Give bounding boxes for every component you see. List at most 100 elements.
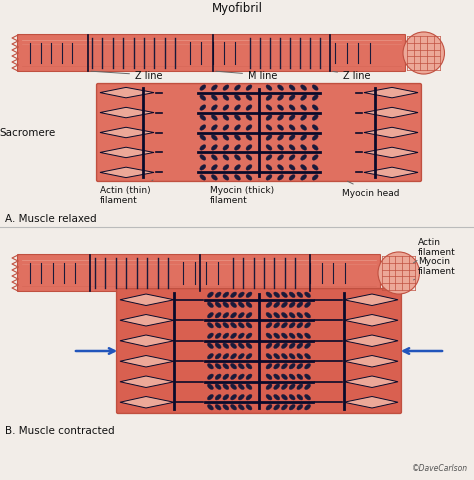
Ellipse shape bbox=[266, 395, 272, 400]
Ellipse shape bbox=[297, 384, 303, 390]
Ellipse shape bbox=[274, 313, 280, 318]
Ellipse shape bbox=[274, 292, 280, 298]
Ellipse shape bbox=[200, 125, 206, 131]
Ellipse shape bbox=[211, 106, 218, 111]
Ellipse shape bbox=[238, 292, 244, 298]
Ellipse shape bbox=[223, 384, 229, 390]
Ellipse shape bbox=[215, 292, 221, 298]
Ellipse shape bbox=[215, 374, 221, 380]
Ellipse shape bbox=[289, 302, 295, 308]
Ellipse shape bbox=[274, 323, 280, 328]
Ellipse shape bbox=[235, 165, 240, 171]
Polygon shape bbox=[100, 148, 154, 158]
Ellipse shape bbox=[301, 85, 307, 91]
Ellipse shape bbox=[246, 175, 252, 181]
Ellipse shape bbox=[215, 302, 221, 308]
Ellipse shape bbox=[215, 384, 221, 390]
Ellipse shape bbox=[266, 292, 272, 298]
Ellipse shape bbox=[297, 395, 303, 400]
Ellipse shape bbox=[246, 85, 252, 91]
Ellipse shape bbox=[289, 96, 295, 101]
Polygon shape bbox=[120, 376, 174, 388]
Ellipse shape bbox=[297, 292, 303, 298]
Ellipse shape bbox=[238, 333, 244, 339]
Ellipse shape bbox=[246, 354, 252, 359]
Circle shape bbox=[403, 33, 445, 75]
Ellipse shape bbox=[282, 384, 287, 390]
Ellipse shape bbox=[289, 85, 295, 91]
Ellipse shape bbox=[246, 165, 252, 171]
Text: ©DaveCarlson: ©DaveCarlson bbox=[412, 463, 468, 472]
Ellipse shape bbox=[289, 106, 295, 111]
Polygon shape bbox=[120, 336, 174, 347]
Ellipse shape bbox=[223, 343, 229, 349]
Ellipse shape bbox=[274, 333, 280, 339]
Ellipse shape bbox=[223, 374, 229, 380]
Ellipse shape bbox=[223, 135, 229, 141]
Ellipse shape bbox=[200, 165, 206, 171]
Ellipse shape bbox=[278, 135, 283, 141]
Ellipse shape bbox=[208, 354, 213, 359]
Circle shape bbox=[378, 252, 419, 294]
Ellipse shape bbox=[289, 135, 295, 141]
Ellipse shape bbox=[266, 165, 272, 171]
Ellipse shape bbox=[305, 354, 310, 359]
Ellipse shape bbox=[278, 125, 283, 131]
Ellipse shape bbox=[282, 302, 287, 308]
Ellipse shape bbox=[282, 333, 287, 339]
Ellipse shape bbox=[297, 323, 303, 328]
Ellipse shape bbox=[200, 135, 206, 141]
Ellipse shape bbox=[312, 85, 318, 91]
Ellipse shape bbox=[266, 354, 272, 359]
Ellipse shape bbox=[301, 156, 307, 161]
Ellipse shape bbox=[208, 384, 213, 390]
Ellipse shape bbox=[278, 145, 283, 151]
Ellipse shape bbox=[312, 156, 318, 161]
Ellipse shape bbox=[289, 395, 295, 400]
Ellipse shape bbox=[200, 96, 206, 101]
Ellipse shape bbox=[312, 96, 318, 101]
Ellipse shape bbox=[246, 135, 252, 141]
Ellipse shape bbox=[301, 165, 307, 171]
Ellipse shape bbox=[238, 323, 244, 328]
Ellipse shape bbox=[238, 364, 244, 369]
Ellipse shape bbox=[223, 165, 229, 171]
Ellipse shape bbox=[246, 405, 252, 410]
Ellipse shape bbox=[312, 165, 318, 171]
Ellipse shape bbox=[305, 333, 310, 339]
Ellipse shape bbox=[223, 364, 229, 369]
Ellipse shape bbox=[305, 323, 310, 328]
Polygon shape bbox=[100, 128, 154, 138]
Ellipse shape bbox=[266, 116, 272, 121]
Ellipse shape bbox=[200, 85, 206, 91]
Ellipse shape bbox=[282, 354, 287, 359]
Ellipse shape bbox=[238, 354, 244, 359]
Ellipse shape bbox=[200, 116, 206, 121]
Polygon shape bbox=[364, 108, 418, 119]
Ellipse shape bbox=[231, 374, 237, 380]
Ellipse shape bbox=[238, 343, 244, 349]
Ellipse shape bbox=[223, 125, 229, 131]
Ellipse shape bbox=[223, 323, 229, 328]
Polygon shape bbox=[344, 336, 398, 347]
Ellipse shape bbox=[266, 384, 272, 390]
Ellipse shape bbox=[246, 323, 252, 328]
Text: Myofibril: Myofibril bbox=[211, 2, 263, 15]
Ellipse shape bbox=[266, 405, 272, 410]
Ellipse shape bbox=[231, 292, 237, 298]
Ellipse shape bbox=[282, 364, 287, 369]
Ellipse shape bbox=[289, 364, 295, 369]
Ellipse shape bbox=[231, 364, 237, 369]
Ellipse shape bbox=[215, 395, 221, 400]
Ellipse shape bbox=[215, 323, 221, 328]
Ellipse shape bbox=[282, 292, 287, 298]
Ellipse shape bbox=[289, 354, 295, 359]
Ellipse shape bbox=[223, 175, 229, 181]
Ellipse shape bbox=[278, 156, 283, 161]
Ellipse shape bbox=[266, 96, 272, 101]
Ellipse shape bbox=[289, 384, 295, 390]
Ellipse shape bbox=[282, 374, 287, 380]
Ellipse shape bbox=[297, 364, 303, 369]
Ellipse shape bbox=[208, 333, 213, 339]
Ellipse shape bbox=[312, 175, 318, 181]
